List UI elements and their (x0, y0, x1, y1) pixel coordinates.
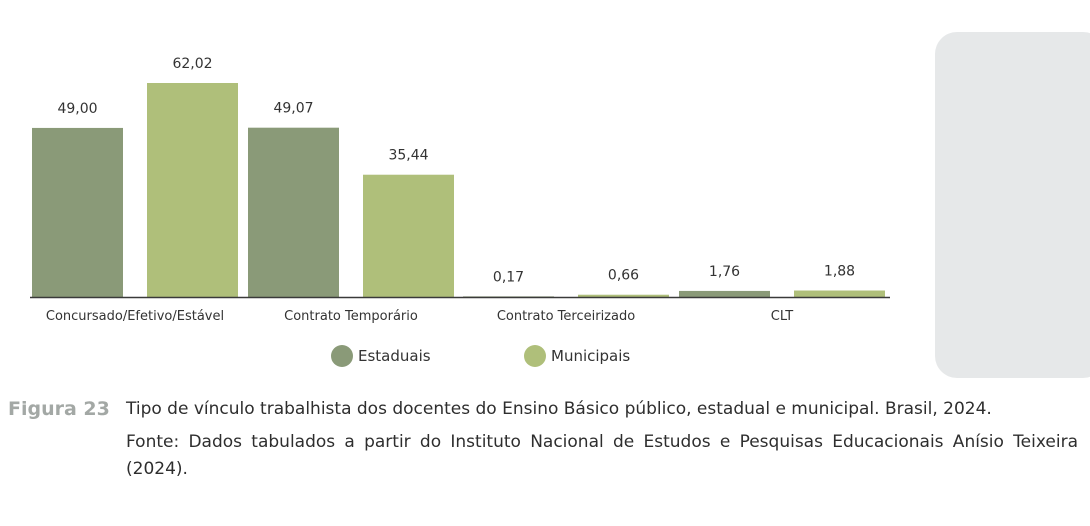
bar-chart: 49,00 62,02 Concursado/Efetivo/Estável 49,0… (30, 56, 890, 367)
figure-label: Figura 23 (8, 398, 110, 420)
x-tick-label-2: Contrato Temporário (284, 309, 418, 324)
data-label-municipais-3: 0,66 (608, 268, 639, 284)
data-label-estaduais-3: 0,17 (493, 269, 524, 285)
data-label-municipais-2: 35,44 (388, 148, 428, 164)
legend-label-estaduais: Estaduais (358, 347, 431, 365)
x-tick-label-3: Contrato Terceirizado (497, 309, 635, 324)
bar-municipais-3 (578, 294, 669, 297)
data-label-estaduais-1: 49,00 (57, 101, 97, 117)
bar-estaduais-1 (32, 127, 123, 297)
data-label-estaduais-2: 49,07 (273, 101, 313, 117)
figure-source: Fonte: Dados tabulados a partir do Insti… (126, 432, 1078, 479)
side-panel (935, 32, 1090, 378)
bar-municipais-1 (147, 83, 238, 297)
bar-estaduais-4 (679, 290, 770, 297)
legend-marker-municipais (524, 345, 546, 367)
bar-municipais-2 (363, 174, 454, 297)
data-label-estaduais-4: 1,76 (709, 264, 740, 280)
legend-marker-estaduais (331, 345, 353, 367)
figure-title: Tipo de vínculo trabalhista dos docentes… (126, 399, 992, 419)
data-label-municipais-4: 1,88 (824, 264, 855, 280)
data-label-municipais-1: 62,02 (172, 56, 212, 72)
x-tick-label-4: CLT (771, 309, 794, 324)
figure-caption: Figura 23 Tipo de vínculo trabalhista do… (8, 396, 1078, 483)
bar-municipais-4 (794, 290, 885, 297)
legend-label-municipais: Municipais (551, 347, 630, 365)
x-tick-label-1: Concursado/Efetivo/Estável (46, 309, 224, 324)
bar-estaduais-3 (463, 296, 554, 297)
bar-estaduais-2 (248, 127, 339, 297)
